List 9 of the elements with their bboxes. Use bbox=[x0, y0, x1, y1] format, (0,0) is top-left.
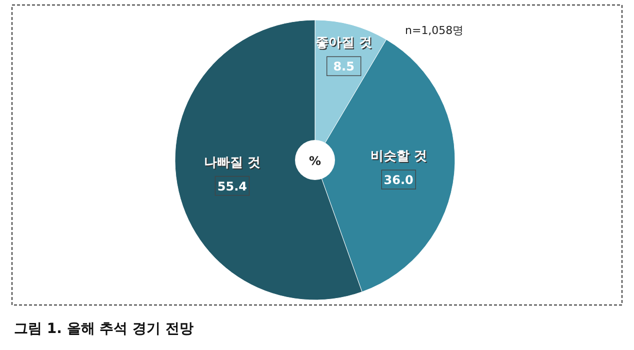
slice-label: 나빠질 것 bbox=[204, 155, 260, 170]
data-label: 8.5 bbox=[333, 60, 354, 74]
text: n=1,058명 bbox=[405, 24, 464, 37]
data-label: 55.4 bbox=[217, 179, 248, 194]
slice-label: 좋아질 것 bbox=[316, 36, 372, 51]
text: 그림 1. 올해 추석 경기 전망 bbox=[14, 321, 194, 337]
slice-label: 비슷할 것 bbox=[370, 149, 427, 164]
data-label: 36.0 bbox=[384, 173, 414, 188]
text: % bbox=[308, 154, 322, 168]
